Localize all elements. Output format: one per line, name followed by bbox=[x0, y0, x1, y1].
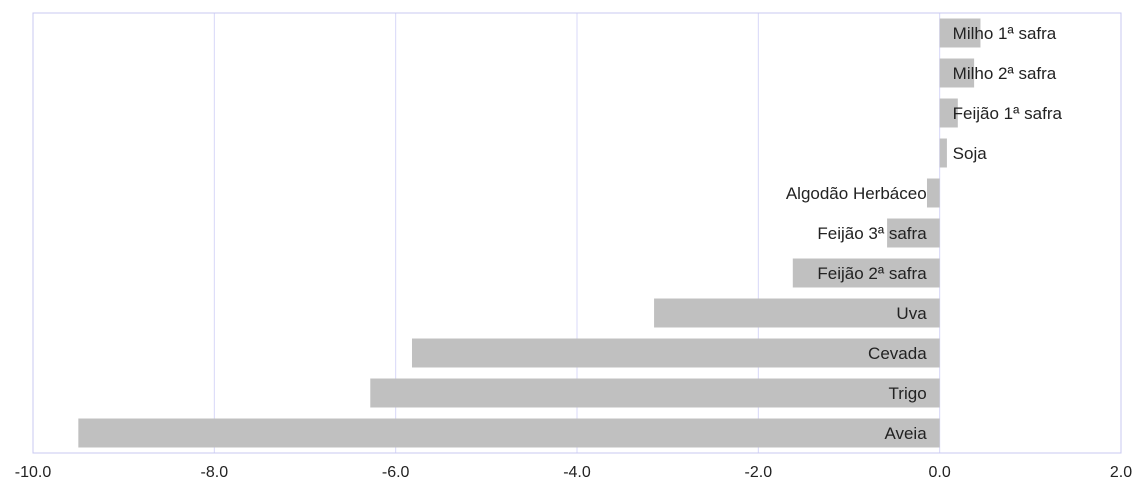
bar-label: Trigo bbox=[889, 384, 927, 403]
x-tick-label: 2.0 bbox=[1110, 464, 1132, 481]
x-tick-label: -4.0 bbox=[563, 464, 591, 481]
bar bbox=[939, 98, 958, 128]
plot-frame bbox=[32, 12, 1122, 454]
bar-label: Milho 1ª safra bbox=[953, 24, 1057, 43]
bar bbox=[926, 178, 940, 208]
bar-label: Uva bbox=[896, 304, 927, 323]
bar-label: Feijão 3ª safra bbox=[817, 224, 927, 243]
bar bbox=[939, 138, 947, 168]
bar-label: Soja bbox=[953, 144, 988, 163]
bar bbox=[939, 18, 981, 48]
x-tick-label: -10.0 bbox=[15, 464, 52, 481]
x-tick-label: 0.0 bbox=[929, 464, 951, 481]
bar bbox=[887, 218, 940, 248]
bar bbox=[792, 258, 940, 288]
bar-label: Aveia bbox=[884, 424, 927, 443]
bar-label: Cevada bbox=[868, 344, 927, 363]
bar bbox=[654, 298, 940, 328]
bar bbox=[78, 418, 940, 448]
bar-label: Feijão 1ª safra bbox=[953, 104, 1063, 123]
bar-label: Algodão Herbáceo bbox=[786, 184, 927, 203]
x-tick-label: -2.0 bbox=[745, 464, 773, 481]
bar bbox=[939, 58, 975, 88]
bar bbox=[370, 378, 940, 408]
category-labels: Milho 1ª safra Milho 2ª safra Feijão 1ª sa… bbox=[786, 24, 1063, 443]
bar-label: Milho 2ª safra bbox=[953, 64, 1057, 83]
x-tick-label: -6.0 bbox=[382, 464, 410, 481]
x-tick-label: -8.0 bbox=[201, 464, 229, 481]
bar bbox=[411, 338, 940, 368]
x-axis-tick-labels: -10.0 -8.0 -6.0 -4.0 -2.0 0.0 2.0 bbox=[15, 464, 1132, 481]
bar-label: Feijão 2ª safra bbox=[817, 264, 927, 283]
bars bbox=[78, 18, 981, 448]
